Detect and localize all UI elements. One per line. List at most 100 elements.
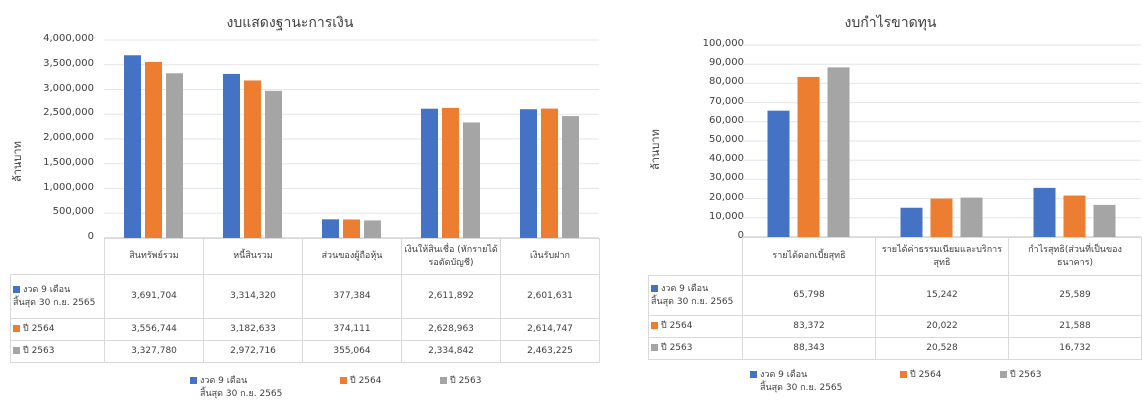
y-tick-label: 100,000: [702, 38, 744, 49]
y-tick-label: 60,000: [709, 114, 744, 126]
data-value: 2,601,631: [500, 274, 600, 319]
legend-label: ปี 2564: [910, 370, 942, 380]
y-tick-label: 10,000: [709, 210, 744, 222]
legend-swatch: [1000, 371, 1007, 378]
series-row-header: งวด 9 เดือนสิ้นสุด 30 ก.ย. 2565: [10, 274, 105, 319]
bar-plot-area: [104, 39, 599, 239]
category-label: สินทรัพย์รวม: [104, 238, 204, 275]
legend-swatch: [440, 377, 447, 384]
legend-label-line2: สิ้นสุด 30 ก.ย. 2565: [200, 389, 283, 399]
legend-label-line2: สิ้นสุด 30 ก.ย. 2565: [760, 383, 843, 393]
bar: [520, 109, 537, 238]
bar-plot-area: [742, 44, 1141, 238]
series-swatch: [651, 322, 658, 329]
data-value: 377,384: [302, 274, 402, 319]
data-value: 2,463,225: [500, 340, 600, 363]
data-value: 355,064: [302, 340, 402, 363]
bar: [364, 220, 381, 238]
y-tick-label: 20,000: [709, 191, 744, 203]
data-value: 83,372: [742, 315, 876, 338]
bar: [223, 73, 240, 238]
bar: [930, 198, 953, 237]
y-tick-label: 2,000,000: [43, 132, 94, 143]
series-row-header: ปี 2564: [10, 318, 105, 341]
legend-item: ปี 2563: [440, 375, 481, 388]
data-value: 3,327,780: [104, 340, 204, 363]
table-corner: [10, 238, 105, 275]
data-value: 2,614,747: [500, 318, 600, 341]
series-swatch: [13, 347, 20, 354]
series-row-header: ปี 2563: [648, 337, 743, 360]
y-tick-label: 0: [737, 230, 744, 241]
bar: [124, 55, 141, 238]
data-table: สินทรัพย์รวม หนี้สินรวม ส่วนของผู้ถือหุ้นเ…: [10, 238, 600, 363]
series-name: ปี 2564: [23, 324, 55, 334]
series-name: ปี 2563: [661, 343, 693, 353]
balance-sheet-chart: งบแสดงฐานะการเงิน ล้านบาท 4,000,000 3,500…: [10, 15, 600, 399]
series-name: งวด 9 เดือน: [661, 283, 709, 294]
y-tick-label: 40,000: [709, 153, 744, 165]
data-value: 3,691,704: [104, 274, 204, 319]
bar: [145, 61, 162, 239]
bar: [827, 67, 850, 237]
bar: [343, 219, 360, 238]
bar: [442, 107, 459, 238]
series-name: ปี 2564: [661, 321, 693, 331]
data-value: 65,798: [742, 275, 876, 316]
category-label: เงินให้สินเชื่อ (หักรายได้รอตัดบัญชี): [401, 238, 501, 275]
data-value: 25,589: [1008, 275, 1142, 316]
y-tick-label: 1,500,000: [43, 156, 94, 168]
table-row: ปี 2563 3,327,780 2,972,716 355,064 2,334,84…: [10, 340, 600, 363]
bar: [322, 219, 339, 238]
legend-label: ปี 2563: [450, 376, 482, 386]
legend-label: ปี 2564: [350, 376, 382, 386]
series-swatch: [651, 344, 658, 351]
series-name: งวด 9 เดือน: [23, 284, 71, 295]
y-tick-label: 2,500,000: [43, 107, 94, 119]
data-value: 2,334,842: [401, 340, 501, 363]
chart-title: งบกำไรขาดทุน: [844, 15, 937, 31]
bar: [1033, 187, 1056, 237]
bar: [767, 110, 790, 237]
bar: [960, 197, 983, 237]
category-label: รายได้ดอกเบี้ยสุทธิ: [742, 237, 876, 276]
series-swatch: [13, 285, 20, 293]
data-value: 2,972,716: [203, 340, 303, 363]
legend-item: ปี 2564: [340, 375, 381, 388]
data-value: 21,588: [1008, 315, 1142, 338]
legend-swatch: [190, 377, 197, 384]
table-row: ปี 2564 3,556,744 3,182,633 374,111 2,628,96…: [10, 318, 600, 341]
series-name-line2: สิ้นสุด 30 ก.ย. 2565: [13, 297, 96, 308]
legend-swatch: [750, 371, 757, 378]
y-tick-label: 4,000,000: [43, 33, 94, 44]
table-row: งวด 9 เดือน สิ้นสุด 30 ก.ย. 2565 65,798 15,…: [648, 275, 1142, 316]
y-tick-label: 3,500,000: [43, 57, 94, 69]
data-value: 3,182,633: [203, 318, 303, 341]
data-value: 2,611,892: [401, 274, 501, 319]
bar: [244, 80, 261, 238]
legend-item: งวด 9 เดือน สิ้นสุด 30 ก.ย. 2565: [750, 369, 842, 395]
y-tick-label: 500,000: [52, 206, 94, 218]
chart-title: งบแสดงฐานะการเงิน: [226, 15, 354, 31]
series-swatch: [13, 325, 20, 332]
data-value: 16,732: [1008, 337, 1142, 360]
y-tick-label: 50,000: [709, 134, 744, 145]
data-table: รายได้ดอกเบี้ยสุทธิ รายได้ค่าธรรมเนียมและ…: [648, 237, 1142, 360]
y-tick-label: 80,000: [709, 76, 744, 88]
bar: [1063, 195, 1086, 237]
legend-swatch: [900, 371, 907, 378]
bar: [797, 76, 820, 238]
income-statement-chart: งบกำไรขาดทุน ล้านบาท 100,000 90,000 80,000…: [638, 0, 1143, 402]
series-swatch: [651, 284, 658, 292]
legend-item: ปี 2564: [900, 369, 941, 382]
data-value: 88,343: [742, 337, 876, 360]
y-tick-label: 30,000: [709, 172, 744, 184]
table-row: งวด 9 เดือน สิ้นสุด 30 ก.ย. 2565 3,691,704…: [10, 274, 600, 319]
series-row-header: งวด 9 เดือนสิ้นสุด 30 ก.ย. 2565: [648, 275, 743, 316]
data-value: 374,111: [302, 318, 402, 341]
bar: [265, 90, 282, 238]
series-name-line2: สิ้นสุด 30 ก.ย. 2565: [651, 296, 734, 307]
table-row: ปี 2563 88,343 20,528 16,732: [648, 337, 1142, 360]
category-label: หนี้สินรวม: [203, 238, 303, 275]
table-row: ปี 2564 83,372 20,022 21,588: [648, 315, 1142, 338]
